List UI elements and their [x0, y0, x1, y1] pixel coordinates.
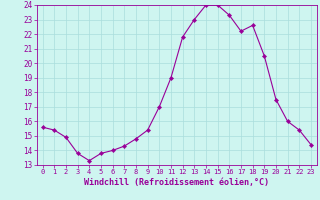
- X-axis label: Windchill (Refroidissement éolien,°C): Windchill (Refroidissement éolien,°C): [84, 178, 269, 187]
